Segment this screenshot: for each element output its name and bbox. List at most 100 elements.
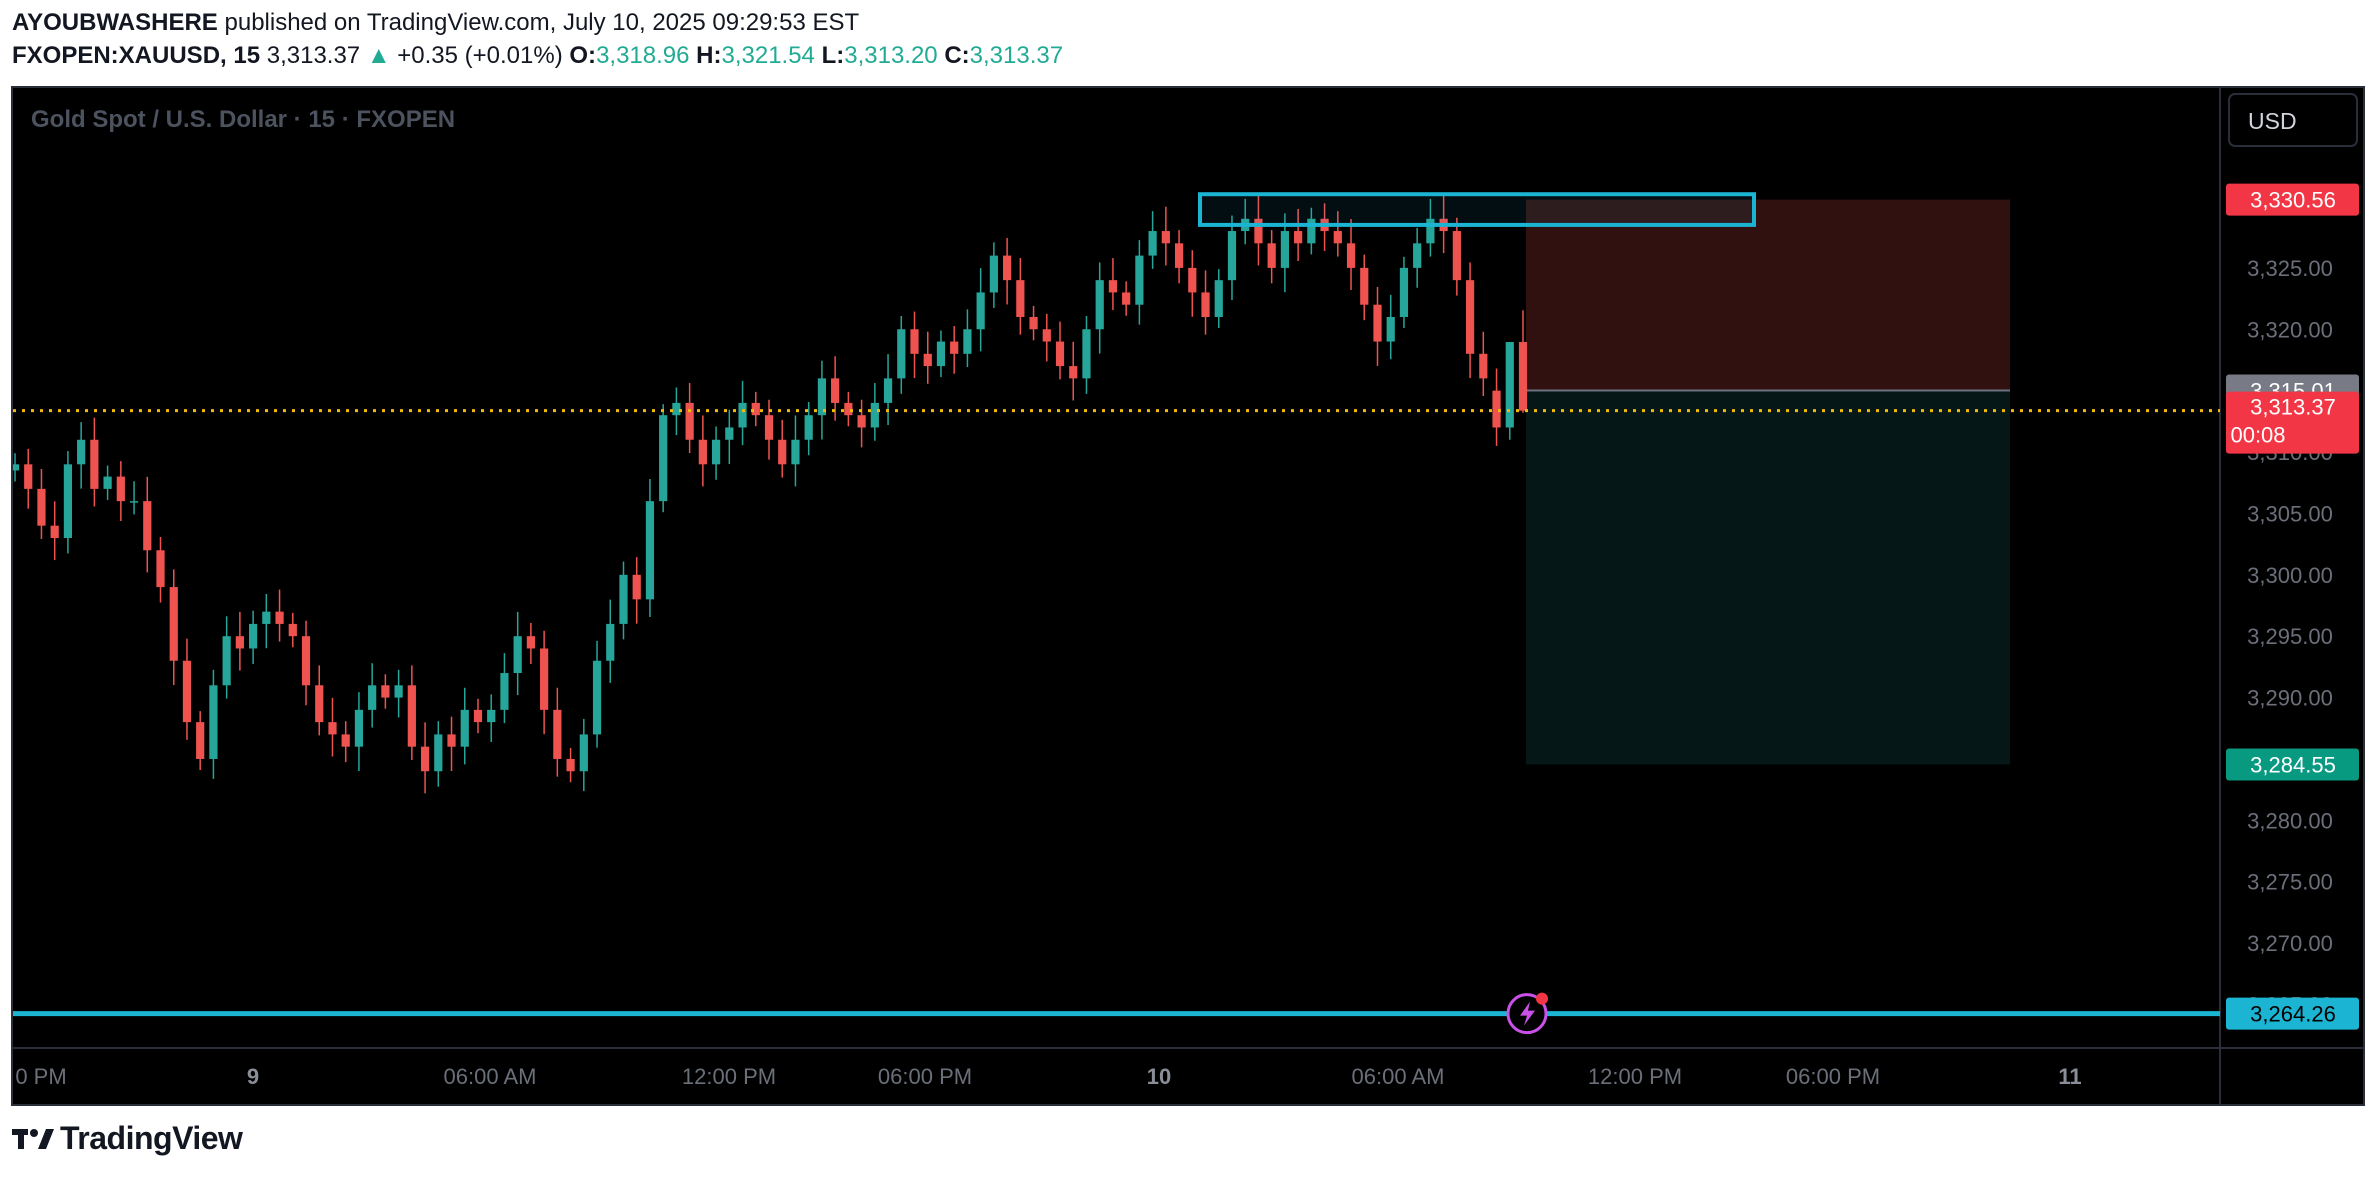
open-label: O: [569,42,597,69]
candle-body [1042,329,1051,342]
publish-line: AYOUBWASHERE published on TradingView.co… [12,9,859,37]
candle-body [672,402,681,416]
lightning-glyph [1520,1001,1535,1026]
alert-dot [1536,992,1548,1005]
up-arrow-icon: ▲ [366,42,391,69]
candle-body [1465,280,1475,354]
time-tick-label: 9 [247,1064,259,1089]
candle-body [63,464,73,538]
price-tick-label: 3,300.00 [2247,563,2333,588]
high-value: 3,321.54 [721,42,815,69]
currency-button[interactable] [2228,93,2358,147]
candle-body [103,476,112,489]
candle-body [976,292,985,330]
low-label: L: [821,42,845,69]
price-tick-label: 3,305.00 [2247,501,2333,526]
candle-body [1174,243,1184,268]
candle-body [1492,390,1501,428]
candle-body [460,709,469,747]
candle-body [1055,341,1065,367]
price-tick-label: 3,280.00 [2247,808,2333,833]
time-tick-label: 12:00 PM [682,1064,776,1089]
candle-body [196,722,205,759]
resistance-rectangle[interactable] [1198,192,1756,227]
candle-body [1214,280,1223,317]
candle-body [447,734,456,747]
candle-body [923,353,932,367]
price-tick-label: 3,320.00 [2247,317,2333,342]
candle-body [989,255,998,293]
price-tick-label: 3,290.00 [2247,686,2333,711]
candle-body [831,378,840,403]
candle-body [129,501,139,503]
candle-body [487,709,496,723]
candle-body [420,746,430,772]
candle-body [315,685,324,723]
candle-body [1426,218,1435,244]
price-tick-label: 3,275.00 [2247,870,2333,895]
take-profit-zone[interactable] [1526,390,2010,765]
candle-body [1333,231,1342,244]
candle-body [262,611,271,624]
target-price-tag-text: 3,284.55 [2250,752,2336,777]
candle-body [354,709,364,747]
candle-body [1360,267,1369,305]
candle-body [1413,243,1422,268]
candle-body [169,587,178,661]
candle-body [407,685,416,747]
candle-body [434,734,443,772]
stop-price-tag [2226,183,2359,216]
candle-body [950,341,959,354]
candle-body [394,685,403,698]
tradingview-wordmark: TradingView [60,1120,243,1156]
high-label: H: [696,42,722,69]
candle-body [645,501,655,600]
candle-body [1280,231,1289,268]
candle-body [288,623,297,637]
candle-body [1135,255,1144,305]
candle-body [249,623,258,649]
candle-body [1373,304,1382,342]
open-value: 3,318.96 [596,42,690,69]
candle-body [50,525,59,538]
candle-body [1069,366,1078,379]
candle-body [1518,342,1528,411]
candle-body [1399,267,1409,317]
chart-legend-title: Gold Spot / U.S. Dollar · 15 · FXOPEN [31,106,456,133]
candle-body [632,574,641,600]
stop-price-tag-text: 3,330.56 [2250,188,2336,213]
candle-body [275,611,284,624]
candle-body [804,415,813,440]
time-tick-label: 11 [2058,1064,2081,1089]
author-name[interactable]: AYOUBWASHERE [12,9,218,36]
candle-body [1003,255,1012,281]
candle-body [897,329,906,379]
candle-body [1082,329,1091,379]
target-price-tag [2226,748,2359,781]
published-text: published on TradingView.com, July 10, 2… [224,9,860,36]
candle-body [1479,353,1488,379]
candle-body [500,673,509,710]
tradingview-logo-icon [12,1128,54,1149]
candle-body [778,439,787,465]
time-tick-label: 10 [1147,1064,1171,1089]
stop-loss-zone[interactable] [1526,199,2010,391]
price-tick-label: 3,270.00 [2247,931,2333,956]
chart-frame[interactable]: 3,325.00 3,320.00 3,305.00 3,300.00 3,295.00… [11,86,2365,1106]
candle-body [844,402,853,416]
candle-body [1161,231,1170,244]
candle-body [513,636,522,674]
close-value: 3,313.37 [969,42,1064,69]
candle-body [791,439,800,465]
candle-body [301,636,311,686]
chart-canvas[interactable]: 3,325.00 3,320.00 3,305.00 3,300.00 3,295.00… [13,88,2363,1104]
time-tick-label: 06:00 AM [444,1064,537,1089]
candle-body [606,623,615,661]
candle-body [1188,267,1197,293]
candle-body [1108,280,1118,293]
candle-body [883,378,893,403]
candle-body [473,709,483,723]
candle-body [870,402,879,428]
price-tick-label: 3,295.00 [2247,624,2333,649]
candle-body [77,439,86,465]
